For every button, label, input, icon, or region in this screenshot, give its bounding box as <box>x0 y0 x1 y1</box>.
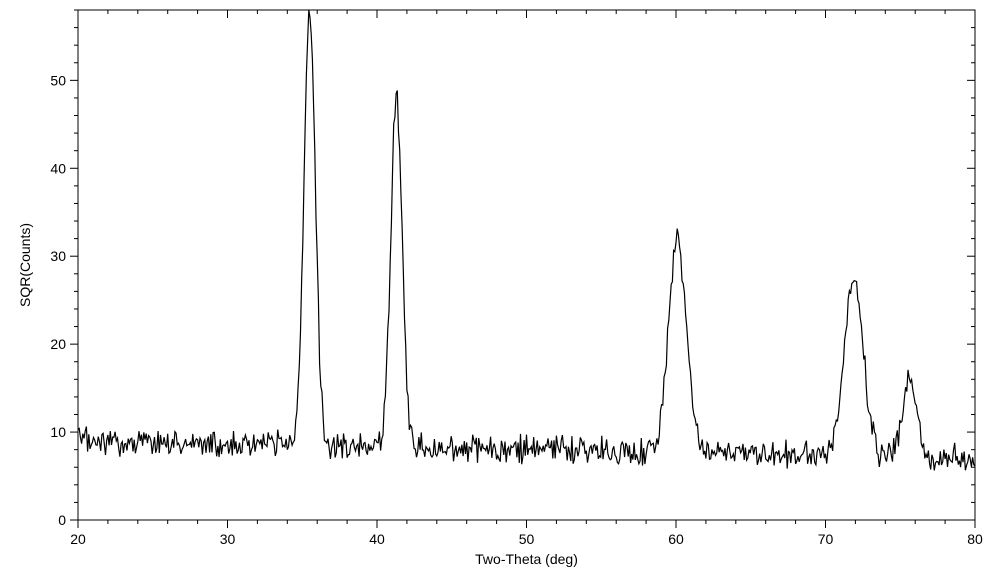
xrd-chart: 20 30 40 50 60 70 80 Two-Theta (deg) 0 10 20 30 40 50… <box>0 0 1000 576</box>
svg-text:40: 40 <box>50 160 66 176</box>
svg-text:20: 20 <box>70 531 86 547</box>
svg-text:20: 20 <box>50 336 66 352</box>
svg-text:40: 40 <box>369 531 385 547</box>
svg-text:80: 80 <box>967 531 983 547</box>
svg-text:30: 30 <box>220 531 236 547</box>
y-axis-label: SQR(Counts) <box>17 223 33 307</box>
svg-text:50: 50 <box>50 72 66 88</box>
svg-text:30: 30 <box>50 248 66 264</box>
svg-text:0: 0 <box>58 512 66 528</box>
svg-text:60: 60 <box>668 531 684 547</box>
x-axis-label: Two-Theta (deg) <box>475 551 578 567</box>
xrd-pattern-line <box>78 10 975 470</box>
svg-text:50: 50 <box>519 531 535 547</box>
svg-text:70: 70 <box>818 531 834 547</box>
chart-svg: 20 30 40 50 60 70 80 Two-Theta (deg) 0 10 20 30 40 50… <box>0 0 1000 576</box>
svg-text:10: 10 <box>50 424 66 440</box>
